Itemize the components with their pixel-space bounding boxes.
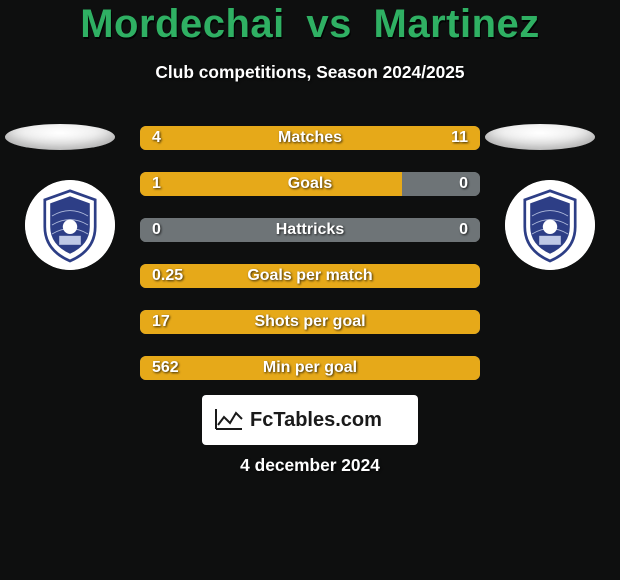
stat-bar-left bbox=[140, 264, 480, 288]
title-vs: vs bbox=[306, 2, 352, 46]
stat-row: Goals per match0.25 bbox=[140, 264, 480, 288]
title-player2: Martinez bbox=[374, 2, 540, 46]
title-player1: Mordechai bbox=[80, 2, 285, 46]
comparison-bars: Matches411 Goals10 Hattricks00 Goals per ma… bbox=[140, 126, 480, 380]
player1-badge-oval bbox=[5, 124, 115, 150]
stat-bar-right bbox=[232, 126, 480, 150]
stat-bar-left bbox=[140, 218, 310, 242]
stat-row: Matches411 bbox=[140, 126, 480, 150]
player2-badge-oval bbox=[485, 124, 595, 150]
title: Mordechai vs Martinez bbox=[0, 2, 620, 47]
stat-bar-right bbox=[402, 172, 480, 196]
comparison-card: Mordechai vs Martinez Club competitions,… bbox=[0, 0, 620, 580]
fctables-logo-svg: FcTables.com bbox=[210, 403, 410, 437]
svg-text:FcTables.com: FcTables.com bbox=[250, 409, 382, 431]
stat-row: Goals10 bbox=[140, 172, 480, 196]
stat-row: Shots per goal17 bbox=[140, 310, 480, 334]
stat-row: Min per goal562 bbox=[140, 356, 480, 380]
player1-club-crest bbox=[25, 180, 115, 270]
stat-bar-left bbox=[140, 126, 232, 150]
fctables-logo: FcTables.com bbox=[202, 395, 418, 445]
stat-row: Hattricks00 bbox=[140, 218, 480, 242]
stat-bar-left bbox=[140, 172, 402, 196]
subtitle: Club competitions, Season 2024/2025 bbox=[0, 62, 620, 83]
stat-bar-right bbox=[310, 218, 480, 242]
stat-bar-left bbox=[140, 356, 480, 380]
stat-bar-left bbox=[140, 310, 480, 334]
player2-club-crest bbox=[505, 180, 595, 270]
date-text: 4 december 2024 bbox=[0, 455, 620, 476]
